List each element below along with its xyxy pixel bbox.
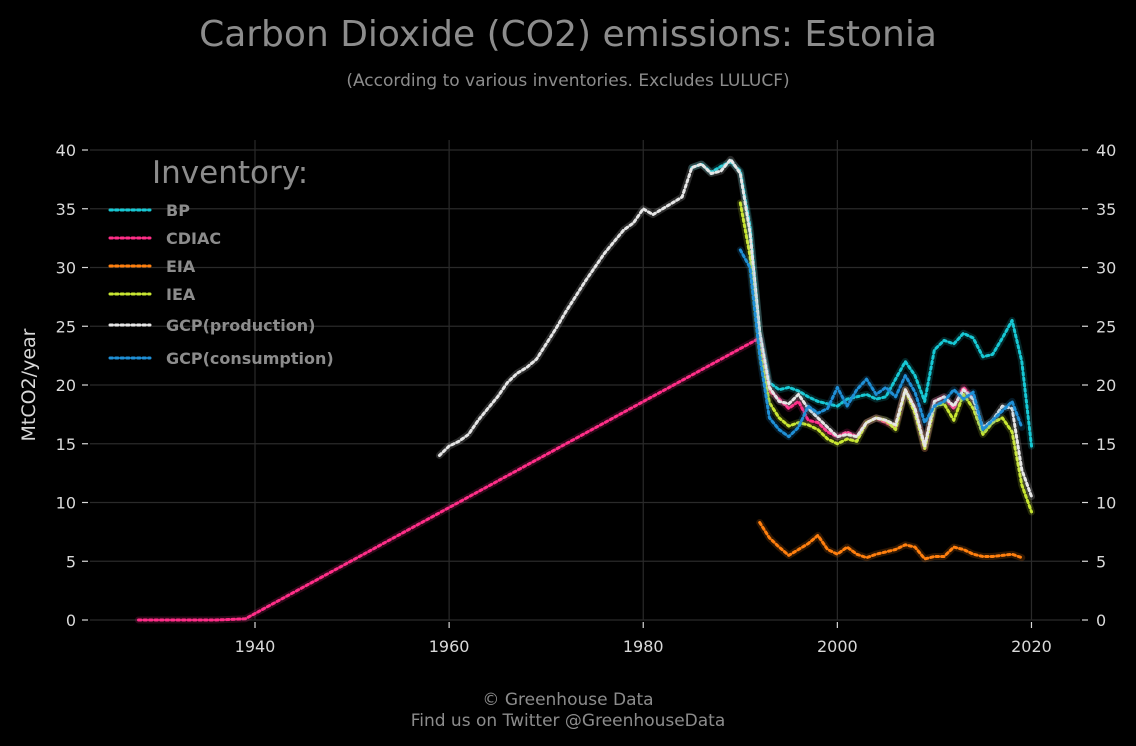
legend-label-iea: IEA — [166, 285, 196, 304]
y-tick-label: 20 — [56, 376, 76, 395]
y-tick-label-right: 20 — [1096, 376, 1116, 395]
x-tick-label: 1960 — [429, 637, 470, 656]
x-tick-label: 1980 — [623, 637, 664, 656]
gridlines — [90, 140, 1080, 621]
footer-twitter: Find us on Twitter @GreenhouseData — [411, 711, 726, 731]
series-line-gcp-production — [437, 157, 1033, 499]
y-tick-label-right: 15 — [1096, 435, 1116, 454]
footer-copyright: © Greenhouse Data — [482, 690, 653, 710]
y-tick-label-right: 5 — [1096, 552, 1106, 571]
y-tick-label: 15 — [56, 435, 76, 454]
series-glow-eia — [756, 519, 1026, 563]
y-tick-label: 0 — [66, 611, 76, 630]
y-tick-label-right: 0 — [1096, 611, 1106, 630]
x-tick-label: 2020 — [1011, 637, 1052, 656]
x-tick-label: 2000 — [817, 637, 858, 656]
chart-subtitle: (According to various inventories. Exclu… — [346, 71, 789, 91]
y-tick-label: 40 — [56, 141, 76, 160]
legend-label-bp: BP — [166, 201, 190, 220]
y-tick-label-right: 40 — [1096, 141, 1116, 160]
y-tick-label: 10 — [56, 494, 76, 513]
y-tick-label-right: 30 — [1096, 259, 1116, 278]
y-axis-label: MtCO2/year — [18, 328, 40, 441]
series-glow-gcp-production — [435, 155, 1035, 501]
legend: Inventory: BP CDIAC EIA IEA GCP(production) G… — [108, 155, 334, 368]
series-glow-cdiac — [135, 334, 977, 624]
legend-label-gcp-production: GCP(production) — [166, 316, 315, 335]
chart-title: Carbon Dioxide (CO2) emissions: Estonia — [199, 14, 937, 55]
y-tick-label: 25 — [56, 317, 76, 336]
series-line-cdiac — [137, 336, 975, 622]
series-lines — [135, 155, 1035, 624]
legend-label-cdiac: CDIAC — [166, 229, 221, 248]
y-tick-label-right: 10 — [1096, 494, 1116, 513]
y-tick-label: 35 — [56, 200, 76, 219]
y-tick-label-right: 35 — [1096, 200, 1116, 219]
legend-label-eia: EIA — [166, 257, 196, 276]
y-tick-label-right: 25 — [1096, 317, 1116, 336]
x-tick-label: 1940 — [235, 637, 276, 656]
y-tick-label: 30 — [56, 259, 76, 278]
legend-title: Inventory: — [152, 155, 308, 191]
series-line-gcp-consumption — [738, 248, 1024, 439]
y-tick-label: 5 — [66, 552, 76, 571]
series-line-eia — [758, 521, 1024, 561]
legend-label-gcp-consumption: GCP(consumption) — [166, 349, 334, 368]
